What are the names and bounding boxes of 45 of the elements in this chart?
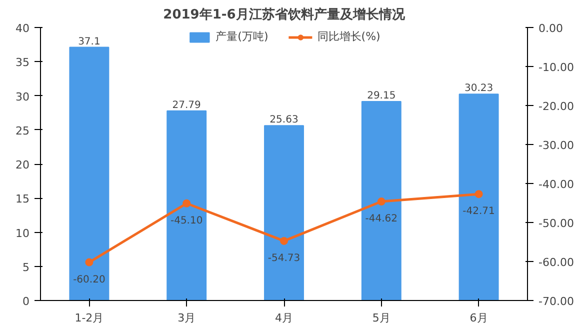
bar bbox=[361, 101, 402, 300]
y2-tick-label: -40.00 bbox=[538, 178, 574, 191]
chart-title: 2019年1-6月江苏省饮料产量及增长情况 bbox=[163, 6, 406, 22]
bar bbox=[264, 125, 304, 300]
y2-tick-label: -30.00 bbox=[538, 139, 574, 152]
data-label: -60.20 bbox=[73, 274, 106, 286]
y-tick-label: 15 bbox=[16, 192, 30, 206]
point bbox=[85, 258, 94, 266]
legend-label: 产量(万吨) bbox=[216, 29, 268, 44]
bar bbox=[69, 46, 110, 300]
x-tick-label: 6月 bbox=[470, 312, 488, 324]
y2-tick-label: -50.00 bbox=[538, 217, 574, 230]
y-tick-label: 25 bbox=[16, 124, 30, 138]
y-tick-label: 30 bbox=[16, 90, 30, 104]
data-label: -42.71 bbox=[462, 206, 495, 218]
x-tick-label: 5月 bbox=[372, 312, 390, 324]
y-tick-label: 10 bbox=[16, 226, 30, 240]
y2-tick-label: 0.00 bbox=[538, 22, 563, 35]
y2-tick-label: -70.00 bbox=[538, 295, 574, 308]
y-tick-label: 35 bbox=[16, 56, 30, 70]
data-label: -45.10 bbox=[170, 215, 203, 226]
data-label: 30.23 bbox=[464, 83, 494, 94]
data-label: 27.79 bbox=[172, 100, 201, 111]
point bbox=[377, 198, 386, 206]
point bbox=[182, 199, 191, 208]
data-label: -54.73 bbox=[268, 252, 300, 264]
y-tick-label: 40 bbox=[16, 22, 30, 35]
y2-tick-label: -60.00 bbox=[538, 256, 574, 269]
x-tick-label: 4月 bbox=[275, 312, 293, 324]
data-label: 37.1 bbox=[78, 36, 100, 48]
data-label: 25.63 bbox=[270, 114, 298, 126]
y2-tick-label: -20.00 bbox=[538, 100, 574, 113]
x-tick-label: 1-2月 bbox=[74, 312, 104, 324]
x-tick-label: 3月 bbox=[178, 312, 196, 324]
bar bbox=[458, 94, 499, 300]
data-label: 29.15 bbox=[367, 90, 396, 102]
y2-tick-label: -10.00 bbox=[538, 61, 574, 74]
y-tick-label: 0 bbox=[22, 295, 30, 308]
point bbox=[280, 236, 288, 245]
point bbox=[474, 190, 483, 198]
data-label: -44.62 bbox=[365, 214, 398, 225]
y-tick-label: 20 bbox=[16, 158, 30, 172]
bar bbox=[166, 110, 207, 300]
y-tick-label: 5 bbox=[22, 260, 30, 274]
legend-label: 同比增长(%) bbox=[317, 29, 380, 44]
